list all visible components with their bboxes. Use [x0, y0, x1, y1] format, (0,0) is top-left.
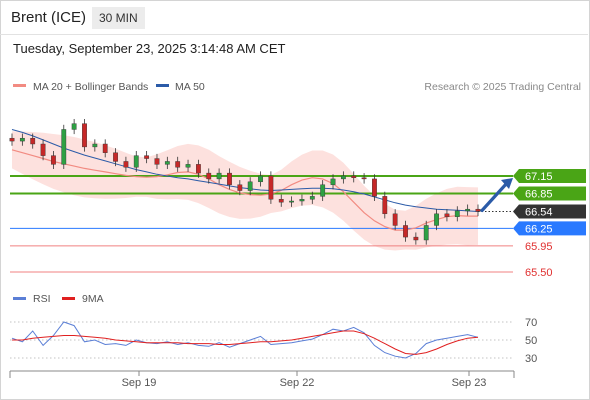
candle-body [465, 208, 471, 212]
candle-body [340, 175, 346, 180]
time-axis-label: Sep 22 [280, 377, 315, 389]
candle-body [175, 161, 181, 168]
rsi-tick-label: 50 [525, 335, 537, 347]
candle-body [133, 155, 139, 168]
price-tag-label: 65.95 [525, 241, 553, 253]
candle-body [51, 155, 56, 165]
candle-body [144, 155, 150, 159]
candle-body [237, 184, 243, 191]
candle-body [258, 175, 263, 183]
ma9-legend-label: 9MA [82, 293, 104, 305]
candle-body [423, 225, 429, 241]
candle-body [154, 158, 160, 165]
price-tag-bg [513, 186, 586, 201]
candle-body [330, 178, 336, 185]
bollinger-band-area [12, 131, 478, 251]
candle-body [102, 143, 108, 153]
candle-body [444, 213, 450, 217]
price-tag-label: 65.50 [525, 267, 553, 279]
candle-body [413, 236, 419, 241]
candle-body [299, 199, 305, 202]
instrument-title: Brent (ICE) [11, 9, 87, 26]
candle-body [289, 200, 294, 203]
projection-arrow-shaft [480, 181, 509, 213]
candle-body [185, 164, 191, 168]
candle-body [392, 213, 398, 226]
candle-body [268, 175, 274, 200]
candle-body [382, 196, 388, 215]
projection-arrow-head [501, 178, 513, 189]
price-tags: 67.15 66.85 66.54 66.25 65.95 65.50 [513, 169, 586, 279]
price-tag-label: 66.25 [525, 223, 553, 235]
candle-body [278, 199, 284, 203]
ma20-legend-label: MA 20 + Bollinger Bands [33, 81, 148, 93]
bollinger-band-fill [12, 131, 478, 251]
rsi-ma9-line [12, 330, 479, 355]
candle-body [19, 137, 25, 142]
header-divider [0, 34, 588, 35]
candle-body [195, 164, 201, 174]
candle-body [61, 129, 67, 165]
candle-body [403, 225, 408, 238]
candle-body [71, 123, 77, 130]
copyright-credit: Research © 2025 Trading Central [424, 81, 581, 93]
ma9-legend-swatch [62, 297, 75, 300]
candle-body [164, 161, 170, 165]
rsi-panel: 70 50 30 [10, 317, 537, 365]
price-tag-label: 67.15 [525, 171, 553, 183]
price-tag-label: 66.54 [525, 206, 553, 218]
candle-body [309, 196, 315, 200]
moving-averages [11, 129, 479, 231]
ma50-legend-swatch [156, 84, 169, 87]
candle-body [320, 184, 326, 197]
candle-body [216, 172, 222, 180]
price-candles [9, 118, 513, 245]
timeframe-badge[interactable]: 30 MIN [92, 7, 145, 29]
candle-body [227, 172, 232, 185]
price-tag-bg [513, 221, 586, 236]
candle-body [434, 213, 439, 226]
ma50-line [11, 129, 479, 212]
rsi-legend-label: RSI [33, 293, 51, 305]
timestamp: Tuesday, September 23, 2025 3:14:48 AM C… [13, 41, 286, 56]
candle-body [30, 137, 36, 145]
candle-body [82, 123, 87, 148]
candle-body [92, 143, 98, 148]
candle-body [372, 178, 377, 197]
candle-body [454, 210, 460, 217]
ma50-legend-label: MA 50 [175, 81, 205, 93]
time-axis-label: Sep 19 [122, 377, 157, 389]
ma20-line [11, 149, 478, 231]
price-tag-bg [513, 204, 586, 219]
candle-body [123, 161, 129, 168]
rsi-tick-label: 30 [525, 353, 537, 365]
candle-body [9, 137, 15, 142]
candle-body [206, 172, 212, 180]
candle-body [351, 175, 357, 178]
price-tag-label: 66.85 [525, 188, 553, 200]
price-tag-bg [513, 169, 586, 183]
candle-body [361, 177, 367, 180]
rsi-line [11, 321, 479, 359]
time-axis-label: Sep 23 [452, 377, 487, 389]
candle-body [40, 143, 46, 156]
rsi-legend-swatch [13, 297, 26, 300]
time-axis: Sep 19 Sep 22 Sep 23 [9, 370, 515, 389]
rsi-tick-label: 70 [525, 317, 537, 329]
candle-body [113, 152, 118, 162]
ma20-legend-swatch [13, 84, 26, 87]
candle-body [247, 181, 253, 191]
